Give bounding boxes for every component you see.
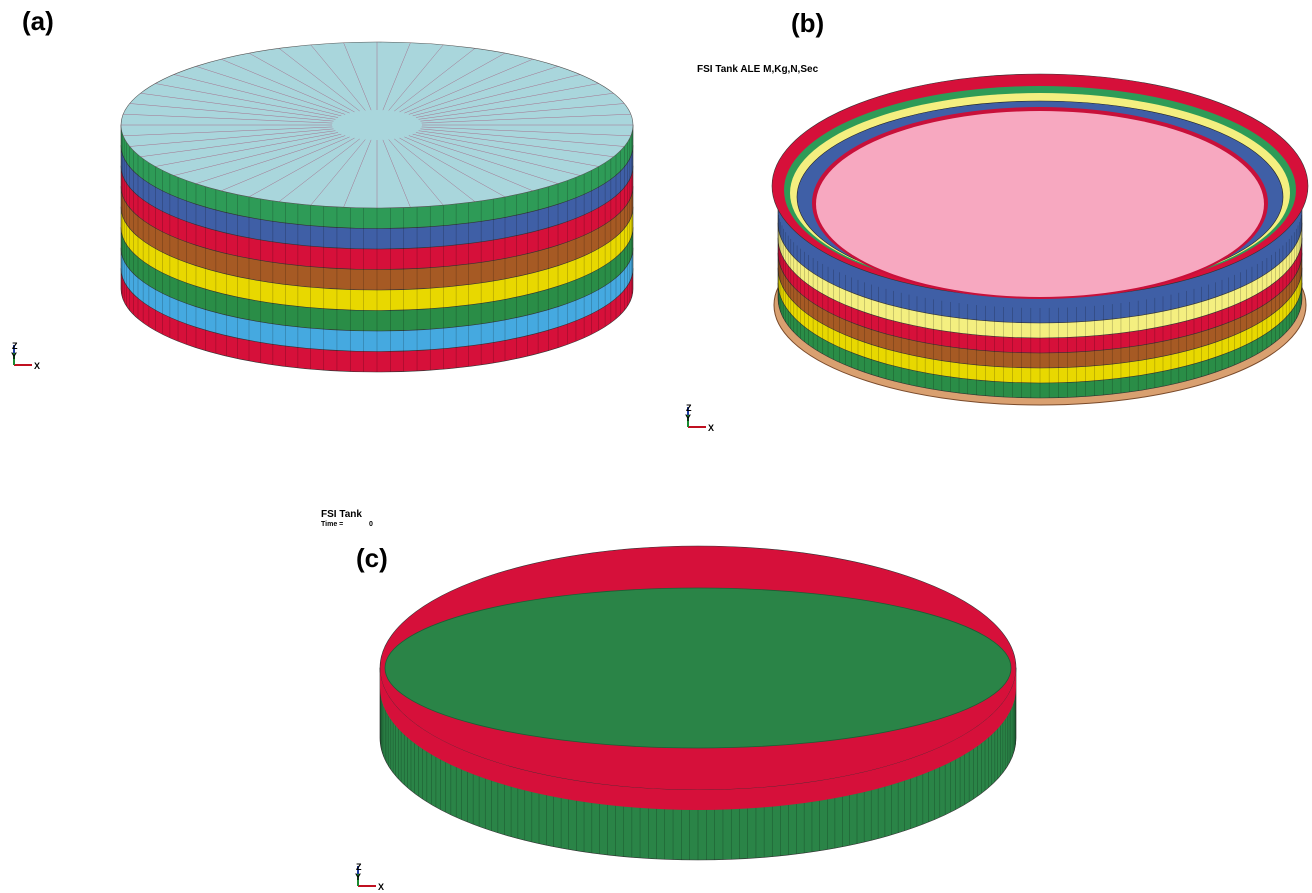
fluid-top [385,588,1011,748]
panel-title: FSI Tank [321,509,362,520]
panel-label: (c) [356,543,388,573]
time-label: Time = [321,521,343,528]
panel-label: (b) [791,8,824,38]
axis-label: X [378,882,384,892]
axis-label: Y [355,872,361,882]
axis-label: Y [11,351,17,361]
axis-label: X [708,423,714,433]
axis-label: X [34,361,40,371]
panel-label: (a) [22,6,54,36]
axis-label: Z [356,862,362,872]
page: (a) (b) FSI Tank ALE M,Kg,N,Sec FSI Tank… [0,0,1312,893]
axis-label: Y [685,413,691,423]
time-value: 0 [369,521,373,528]
panel-title: FSI Tank ALE M,Kg,N,Sec [697,64,819,75]
fluid-top [816,111,1264,297]
axis-label: Z [686,403,692,413]
axis-label: Z [12,341,18,351]
models [14,42,1308,893]
figure: (a) (b) FSI Tank ALE M,Kg,N,Sec FSI Tank… [0,0,1312,893]
